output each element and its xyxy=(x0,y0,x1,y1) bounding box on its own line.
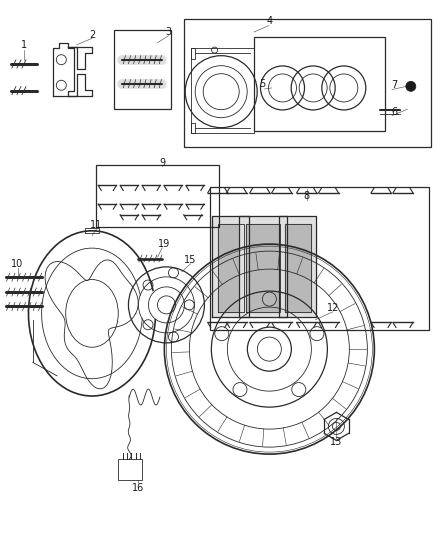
Polygon shape xyxy=(246,224,279,312)
Bar xyxy=(114,30,171,109)
Text: 6: 6 xyxy=(391,107,397,117)
Text: 5: 5 xyxy=(260,79,266,88)
Text: 19: 19 xyxy=(158,239,170,249)
Text: 10: 10 xyxy=(11,259,24,269)
Polygon shape xyxy=(212,216,249,317)
Polygon shape xyxy=(239,216,287,317)
Text: 15: 15 xyxy=(184,255,197,265)
Polygon shape xyxy=(285,224,311,312)
Text: 16: 16 xyxy=(132,483,144,492)
Bar xyxy=(96,165,219,227)
Text: 9: 9 xyxy=(159,158,165,167)
Text: 8: 8 xyxy=(304,191,310,201)
Text: 1: 1 xyxy=(21,41,27,50)
Polygon shape xyxy=(279,216,316,317)
Polygon shape xyxy=(218,224,244,312)
Circle shape xyxy=(406,82,416,91)
Bar xyxy=(184,19,431,147)
Bar xyxy=(210,187,429,330)
Text: 7: 7 xyxy=(391,80,397,90)
Text: 3: 3 xyxy=(166,27,172,37)
Text: 13: 13 xyxy=(330,438,343,447)
Bar xyxy=(254,37,385,131)
Text: 12: 12 xyxy=(327,303,339,313)
Text: 2: 2 xyxy=(89,30,95,39)
Text: 4: 4 xyxy=(266,17,272,26)
Text: 11: 11 xyxy=(90,220,102,230)
Bar xyxy=(118,459,142,480)
